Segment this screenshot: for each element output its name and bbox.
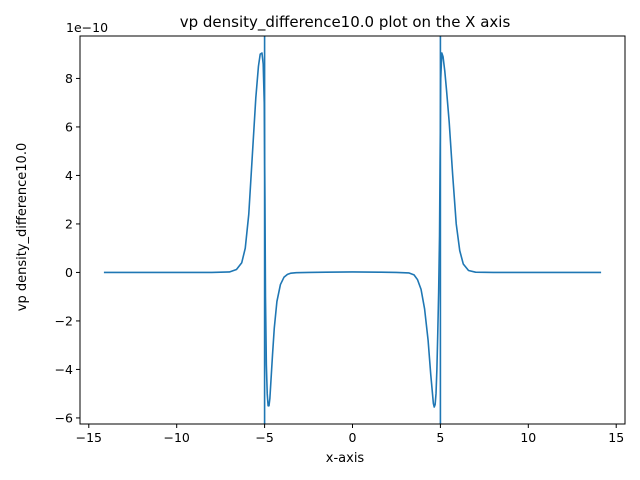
y-tick-label: −6 xyxy=(55,410,73,425)
y-tick-label: 6 xyxy=(65,119,73,134)
x-tick-label: −5 xyxy=(255,430,273,445)
series-line-0 xyxy=(103,52,602,408)
x-tick-label: 5 xyxy=(436,430,444,445)
x-tick-label: 15 xyxy=(608,430,624,445)
x-tick-label: −15 xyxy=(76,430,102,445)
y-axis-label: vp density_difference10.0 xyxy=(15,143,30,311)
y-tick-label: −4 xyxy=(55,362,73,377)
y-tick-label: 8 xyxy=(65,71,73,86)
x-tick-label: 10 xyxy=(520,430,536,445)
plot-area xyxy=(103,36,602,424)
y-tick-label: 4 xyxy=(65,168,73,183)
y-tick-label: 2 xyxy=(65,216,73,231)
chart-title: vp density_difference10.0 plot on the X … xyxy=(180,13,511,32)
y-tick-label: 0 xyxy=(65,265,73,280)
x-tick-label: −10 xyxy=(163,430,189,445)
x-axis-label: x-axis xyxy=(326,451,365,466)
y-tick-label: −2 xyxy=(55,313,73,328)
axes: −15 −10 −5 0 5 10 15 −6 −4 −2 0 2 4 6 8 xyxy=(55,35,626,445)
y-scale-offset-label: 1e−10 xyxy=(66,20,108,35)
x-tick-label: 0 xyxy=(349,430,357,445)
